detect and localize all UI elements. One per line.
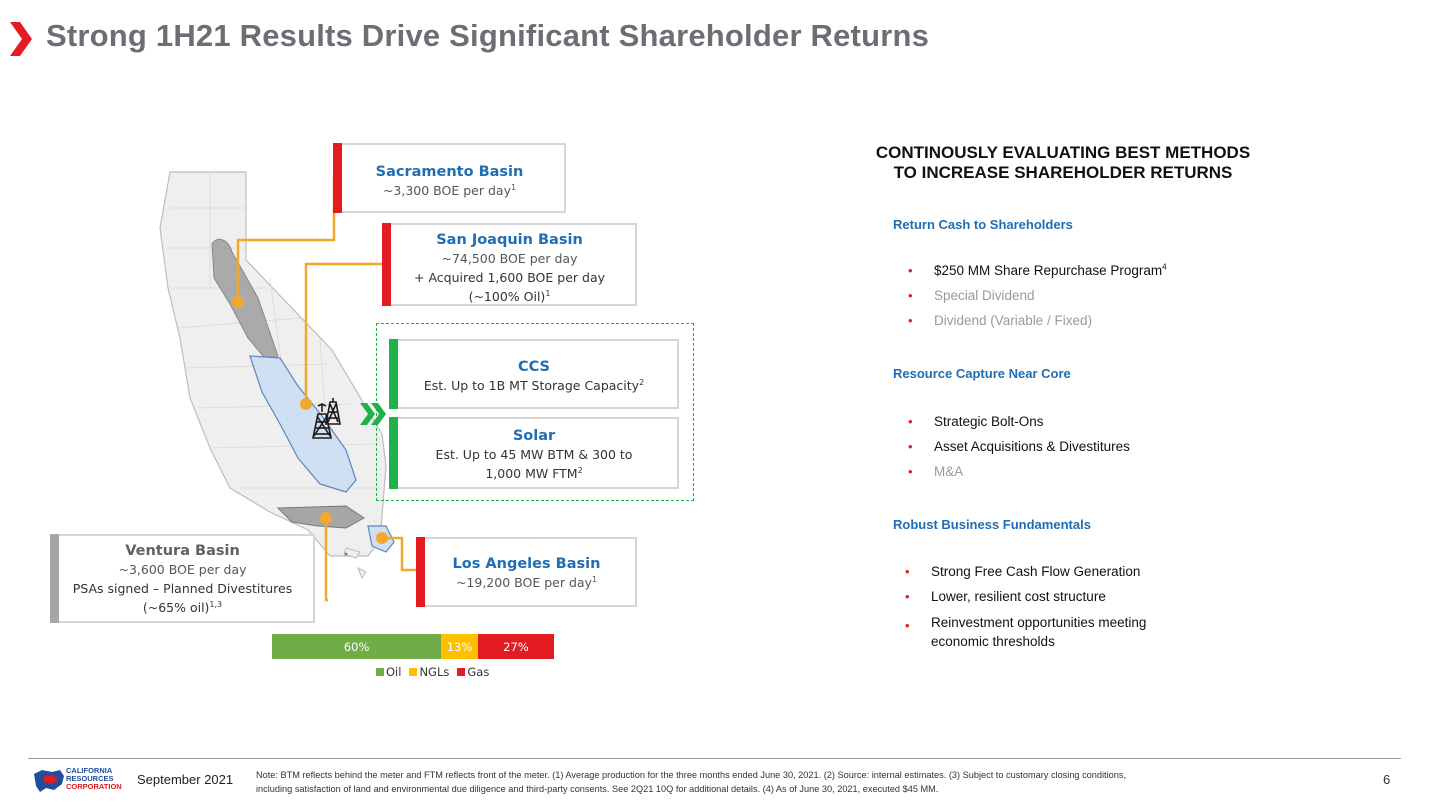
bullet-list-return-cash: $250 MM Share Repurchase Program4 Specia… (908, 258, 1167, 333)
legend-swatch (457, 668, 466, 676)
list-item: Asset Acquisitions & Divestitures (908, 434, 1130, 459)
company-logo (34, 770, 64, 792)
legend-item-gas: Gas (457, 665, 489, 679)
mix-segment-ngls: 13% (441, 634, 478, 659)
bullet-list-resource-capture: Strategic Bolt-Ons Asset Acquisitions & … (908, 409, 1130, 484)
oil-derrick-icon (312, 398, 341, 439)
legend-swatch (409, 668, 418, 676)
mix-segment-oil: 60% (272, 634, 442, 659)
company-logo-text: CALIFORNIA RESOURCES CORPORATION (66, 766, 122, 791)
legend-swatch (376, 668, 384, 676)
card-line: PSAs signed – Planned Divestitures (72, 581, 293, 596)
legend-item-ngls: NGLs (409, 665, 449, 679)
production-mix-bar: 60% 13% 27% (272, 634, 554, 659)
card-accent-bar (389, 417, 398, 489)
card-line: (~65% oil)1,3 (142, 599, 223, 615)
right-heading: CONTINOUSLY EVALUATING BEST METHODS TO I… (830, 143, 1296, 183)
ventura-basin-card: Ventura Basin ~3,600 BOE per day PSAs si… (50, 534, 315, 623)
mix-segment-gas: 27% (477, 634, 554, 659)
section-title-business-fundamentals: Robust Business Fundamentals (893, 517, 1091, 532)
card-accent-bar (389, 339, 398, 409)
list-item: Lower, resilient cost structure (905, 584, 1146, 609)
card-title: Sacramento Basin (375, 164, 524, 180)
card-title: CCS (518, 359, 550, 375)
page-title: Strong 1H21 Results Drive Significant Sh… (46, 18, 930, 53)
card-title: San Joaquin Basin (436, 232, 583, 248)
legend-label: Gas (467, 665, 490, 679)
heading-line: TO INCREASE SHAREHOLDER RETURNS (893, 163, 1233, 182)
list-item: Dividend (Variable / Fixed) (908, 308, 1167, 333)
card-accent-bar (416, 537, 425, 607)
card-accent-bar (50, 534, 59, 623)
production-mix-legend: Oil NGLs Gas (376, 665, 489, 679)
legend-label: NGLs (419, 665, 450, 679)
card-line: ~74,500 BOE per day (441, 251, 578, 266)
card-title: Solar (512, 428, 556, 444)
footnote: Note: BTM reflects behind the meter and … (256, 770, 1127, 794)
list-item: M&A (908, 459, 1130, 484)
card-line: 1,000 MW FTM2 (485, 465, 583, 481)
legend-item-oil: Oil (376, 665, 401, 679)
double-chevron-right-icon (360, 403, 386, 425)
list-item: Strong Free Cash Flow Generation (905, 559, 1146, 584)
sacramento-basin-card: Sacramento Basin ~3,300 BOE per day1 (333, 143, 566, 213)
card-accent-bar (382, 223, 391, 306)
card-line: (~100% Oil)1 (468, 288, 551, 304)
list-item: Special Dividend (908, 283, 1167, 308)
footer-divider (28, 758, 1401, 759)
card-line: Est. Up to 1B MT Storage Capacity2 (423, 377, 645, 393)
solar-card: Solar Est. Up to 45 MW BTM & 300 to 1,00… (389, 417, 679, 489)
san-joaquin-basin-card: San Joaquin Basin ~74,500 BOE per day + … (382, 223, 637, 306)
heading-line: CONTINOUSLY EVALUATING BEST METHODS (875, 143, 1251, 162)
list-item: Reinvestment opportunities meeting econo… (905, 609, 1146, 651)
card-line: ~3,600 BOE per day (118, 562, 247, 577)
legend-label: Oil (386, 665, 402, 679)
title-chevron-icon (10, 22, 32, 56)
section-title-return-cash: Return Cash to Shareholders (893, 217, 1073, 232)
energy-transition-group (376, 323, 694, 501)
card-title: Los Angeles Basin (452, 556, 601, 572)
page-number: 6 (1383, 772, 1391, 787)
section-title-resource-capture: Resource Capture Near Core (893, 366, 1071, 381)
card-accent-bar (333, 143, 342, 213)
card-line: + Acquired 1,600 BOE per day (414, 270, 605, 285)
footer-date: September 2021 (137, 772, 234, 787)
card-line: Est. Up to 45 MW BTM & 300 to (435, 447, 633, 462)
ccs-card: CCS Est. Up to 1B MT Storage Capacity2 (389, 339, 679, 409)
list-item: $250 MM Share Repurchase Program4 (908, 258, 1167, 283)
card-line: ~19,200 BOE per day1 (455, 574, 598, 590)
card-line: ~3,300 BOE per day1 (382, 182, 517, 198)
los-angeles-basin-card: Los Angeles Basin ~19,200 BOE per day1 (416, 537, 637, 607)
bullet-list-business-fundamentals: Strong Free Cash Flow Generation Lower, … (905, 559, 1146, 651)
list-item: Strategic Bolt-Ons (908, 409, 1130, 434)
card-title: Ventura Basin (125, 543, 240, 559)
